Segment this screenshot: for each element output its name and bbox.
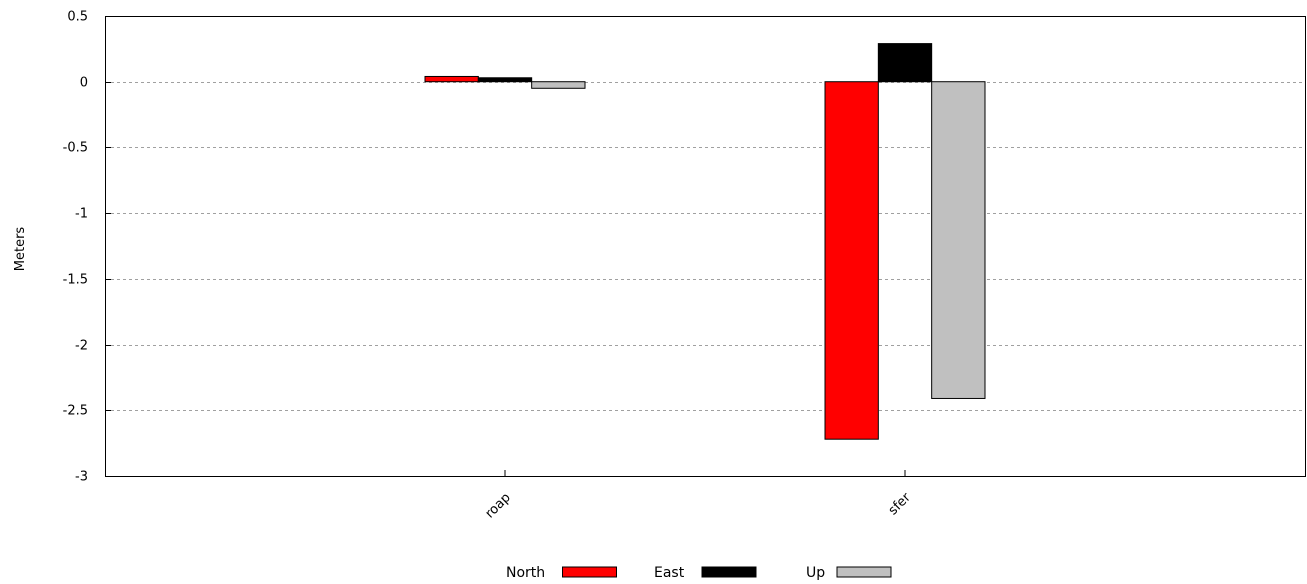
bar-east-sfer (877, 43, 933, 83)
y-tick-label: 0.5 (67, 10, 88, 25)
bar-up-sfer (931, 81, 986, 399)
bar-east-roap (477, 77, 533, 83)
y-axis-title: Meters (13, 227, 28, 272)
bar-north-roap (424, 75, 479, 83)
gridlines (105, 82, 1305, 411)
y-tick-label: -0.5 (63, 141, 88, 156)
axes (105, 16, 1306, 477)
legend-swatch-up (836, 566, 892, 578)
y-tick-label: -3 (75, 470, 88, 485)
legend-swatch-east (701, 566, 757, 578)
y-tick-label: -1 (75, 207, 88, 222)
bar-up-roap (531, 81, 586, 89)
legend-swatch-north (562, 566, 617, 578)
y-tick-label: -2 (75, 339, 88, 354)
legend: North East Up (506, 565, 892, 581)
legend-label-up: Up (806, 565, 825, 581)
plot-frame (105, 16, 1306, 477)
y-tick-label: 0 (80, 76, 88, 91)
bars (424, 43, 986, 440)
y-tick-label: -1.5 (63, 273, 88, 288)
y-tick-label: -2.5 (63, 404, 88, 419)
bar-north-sfer (824, 81, 879, 440)
y-axis-ticks: 0.5 0 -0.5 -1 -1.5 -2 -2.5 -3 (63, 10, 111, 485)
legend-label-east: East (654, 565, 685, 581)
legend-label-north: North (506, 565, 545, 581)
